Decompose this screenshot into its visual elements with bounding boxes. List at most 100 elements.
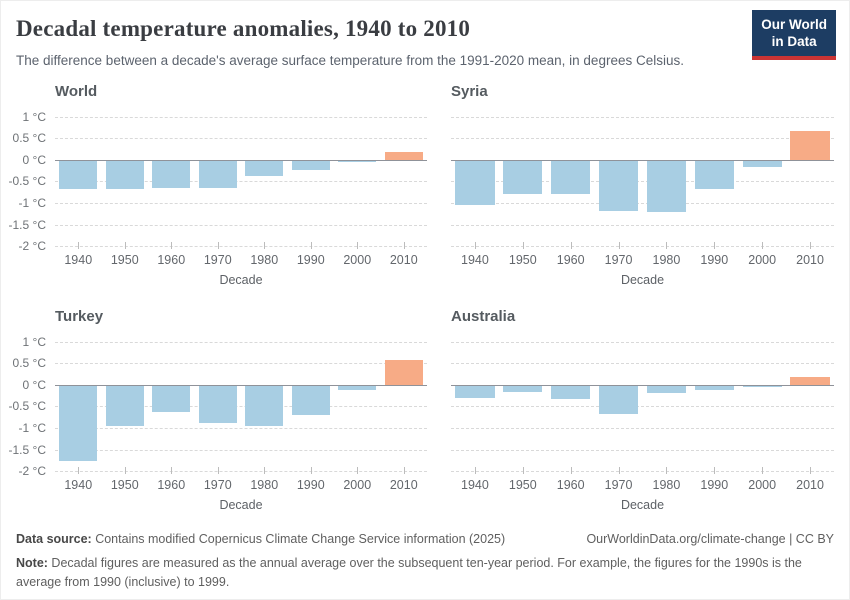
x-tick [78,467,80,475]
x-tick [264,242,266,250]
x-tick [618,467,620,475]
x-tick [217,467,219,475]
x-axis-title: Decade [620,273,665,288]
bar-australia-1990[interactable] [694,384,734,391]
x-tick-label: 2000 [748,253,777,268]
y-tick-label: 0 °C [22,377,46,392]
bar-turkey-2000[interactable] [338,384,377,391]
x-tick [810,242,812,250]
y-tick-label: -1 °C [18,196,46,211]
y-tick-label: 1 °C [22,334,46,349]
x-tick-label: 1990 [296,253,325,268]
y-axis: 1 °C 0.5 °C 0 °C -0.5 °C -1 °C -1.5 °C -2 °C [9,333,55,478]
x-tick-label: 1940 [461,478,489,493]
plot-area-syria: 1940 1950 1960 1970 1980 1990 2000 2010 [451,108,834,267]
bar-syria-1940[interactable] [455,159,495,206]
x-tick [78,242,80,250]
bar-syria-1950[interactable] [503,159,543,195]
owid-logo[interactable]: Our World in Data [752,10,836,60]
bar-turkey-2010[interactable] [384,359,423,385]
bar-world-2010[interactable] [384,151,423,160]
bar-australia-2000[interactable] [742,384,782,388]
gridline [451,116,834,118]
bar-syria-1960[interactable] [551,159,591,194]
page-title: Decadal temperature anomalies, 1940 to 2… [16,16,471,41]
gridline [55,203,427,205]
x-tick-label: 1970 [604,478,633,493]
bar-syria-1980[interactable] [646,159,687,212]
owid-logo-line1: Our World [761,17,827,32]
bar-turkey-1950[interactable] [105,384,144,426]
bar-world-1980[interactable] [245,159,284,176]
x-tick-label: 2010 [389,253,418,268]
chart-title-australia: Australia [451,308,516,326]
bar-world-1970[interactable] [198,159,237,188]
gridline [55,341,427,343]
bar-australia-1940[interactable] [455,384,495,399]
x-tick-label: 1990 [700,478,729,493]
bar-australia-1960[interactable] [551,384,591,399]
y-tick-label: 1 °C [22,109,46,124]
bar-australia-2010[interactable] [790,377,830,385]
x-tick [310,467,312,475]
bar-world-1960[interactable] [152,159,191,188]
bar-turkey-1980[interactable] [245,384,284,426]
data-source-label: Data source: [16,532,92,547]
zero-line [55,384,427,386]
x-tick-label: 2000 [343,253,372,268]
bar-australia-1980[interactable] [646,384,687,394]
gridline [55,406,427,408]
x-tick [714,242,716,250]
bar-world-1950[interactable] [105,159,144,190]
footnote: Note: Decadal figures are measured as th… [16,554,816,592]
x-tick [762,467,764,475]
data-source-text: Contains modified Copernicus Climate Cha… [91,532,506,547]
x-tick-label: 1970 [203,253,232,268]
chart-australia: Australia 1940 1950 1960 1970 1980 1990 2000 20… [451,308,834,512]
owid-link[interactable]: OurWorldinData.org/climate-change | CC B… [586,532,834,547]
chart-title-turkey: Turkey [55,308,104,326]
x-tick [124,242,126,250]
bar-world-1990[interactable] [291,159,330,171]
bar-australia-1950[interactable] [503,384,543,393]
bar-turkey-1970[interactable] [198,384,237,423]
bar-turkey-1940[interactable] [59,384,98,462]
x-tick-label: 1940 [64,478,93,493]
x-tick-label: 1980 [652,253,681,268]
x-tick [810,467,812,475]
x-tick [264,467,266,475]
x-tick-label: 1960 [556,253,585,268]
plot-area-turkey: 1940 1950 1960 1970 1980 1990 2000 2010 [55,333,427,492]
x-tick [474,242,476,250]
gridline [55,224,427,226]
bar-turkey-1990[interactable] [291,384,330,415]
bar-syria-1970[interactable] [598,159,639,211]
gridline [451,341,834,343]
footnote-text: Decadal figures are measured as the annu… [16,555,802,589]
zero-line [451,159,834,161]
plot-area-australia: 1940 1950 1960 1970 1980 1990 2000 2010 [451,333,834,492]
x-tick-label: 1950 [508,253,537,268]
x-tick [618,242,620,250]
chart-syria: Syria 1940 1950 1960 1970 1980 1990 2000 2010 D… [451,83,834,287]
gridline [55,428,427,430]
bar-syria-2010[interactable] [790,131,830,160]
plot-area-world: 1940 1950 1960 1970 1980 1990 2000 2010 [55,108,427,267]
zero-line [451,384,834,386]
x-tick [570,242,572,250]
bar-turkey-1960[interactable] [152,384,191,412]
bar-syria-1990[interactable] [694,159,734,190]
x-tick [714,467,716,475]
bar-australia-1970[interactable] [598,384,639,414]
bar-syria-2000[interactable] [742,159,782,168]
gridline [451,224,834,226]
x-tick-label: 1990 [700,253,729,268]
bar-world-1940[interactable] [59,159,98,189]
x-tick [403,467,405,475]
y-tick-label: 0.5 °C [12,356,46,371]
x-tick-label: 2010 [389,478,418,493]
x-tick-label: 1980 [652,478,681,493]
x-tick [124,467,126,475]
x-tick [666,467,668,475]
